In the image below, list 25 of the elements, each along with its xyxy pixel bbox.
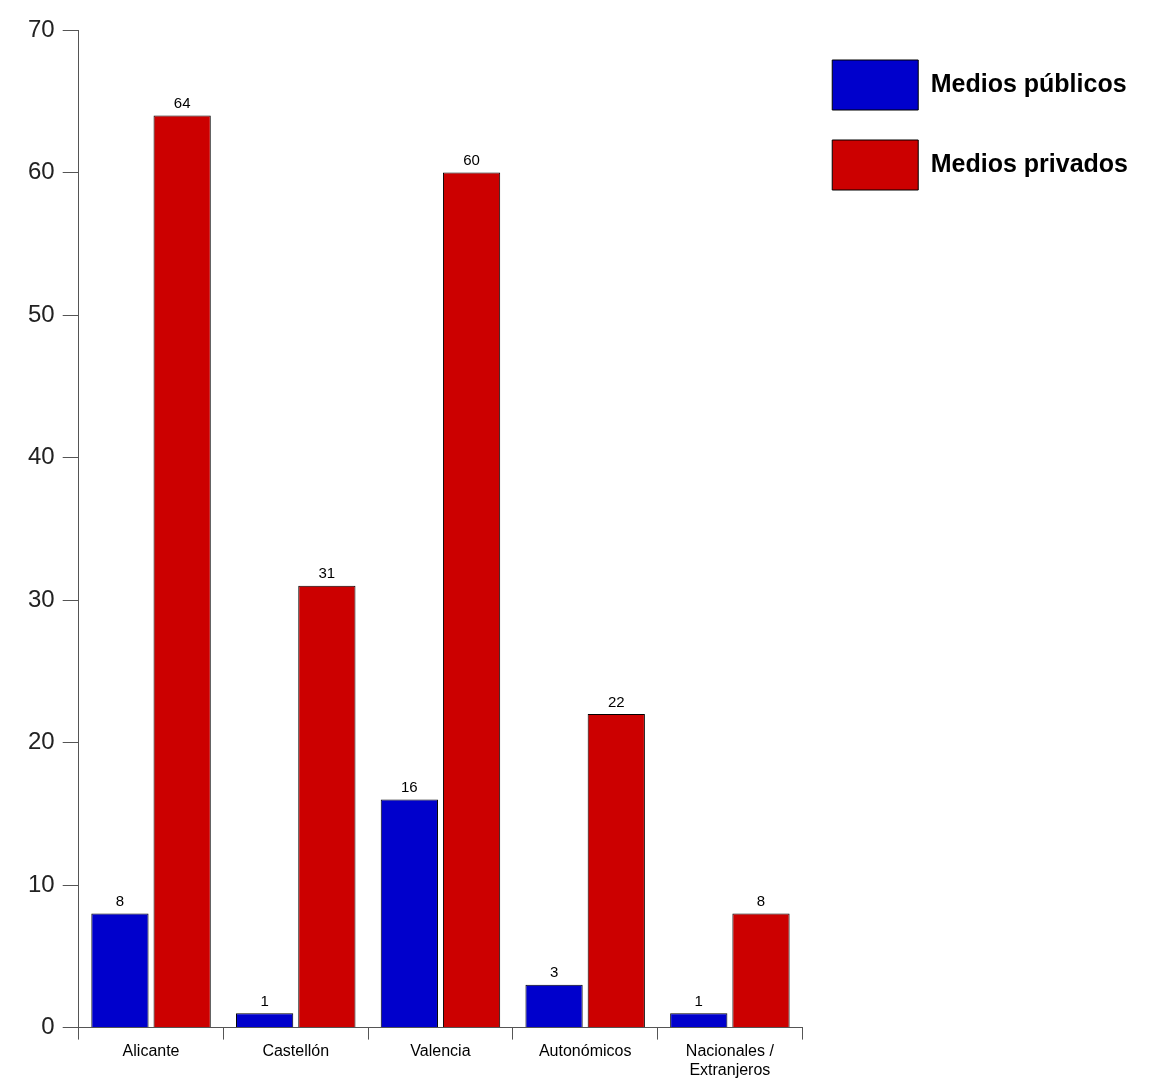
- y-tick-label: 0: [41, 1012, 55, 1040]
- y-tick-label: 60: [27, 157, 55, 185]
- data-label: 8: [115, 892, 125, 910]
- data-label: 16: [401, 778, 418, 796]
- y-tick-label: 30: [27, 584, 55, 612]
- data-label: 31: [318, 564, 336, 582]
- y-tick-label: 40: [27, 442, 55, 470]
- data-label: 3: [549, 963, 559, 981]
- y-tick-label: 50: [27, 299, 55, 327]
- legend-label: Medios privados: [930, 148, 1128, 177]
- data-label: 8: [756, 892, 766, 910]
- legend-label: Medios públicos: [930, 68, 1127, 97]
- x-tick-label: Nacionales / Extranjeros: [685, 1041, 775, 1078]
- data-label: 1: [260, 991, 269, 1009]
- y-tick-label: 20: [27, 727, 55, 755]
- data-label: 60: [463, 151, 480, 169]
- x-tick-label: Castellón: [262, 1041, 330, 1059]
- x-tick-label: Valencia: [410, 1041, 471, 1059]
- y-tick-label: 10: [27, 869, 55, 897]
- x-tick-label: Alicante: [122, 1041, 180, 1059]
- data-label: 1: [694, 991, 703, 1009]
- data-label: 22: [607, 692, 625, 710]
- x-tick-label: Autonómicos: [538, 1041, 632, 1059]
- y-tick-label: 70: [27, 14, 55, 42]
- data-label: 64: [173, 94, 191, 112]
